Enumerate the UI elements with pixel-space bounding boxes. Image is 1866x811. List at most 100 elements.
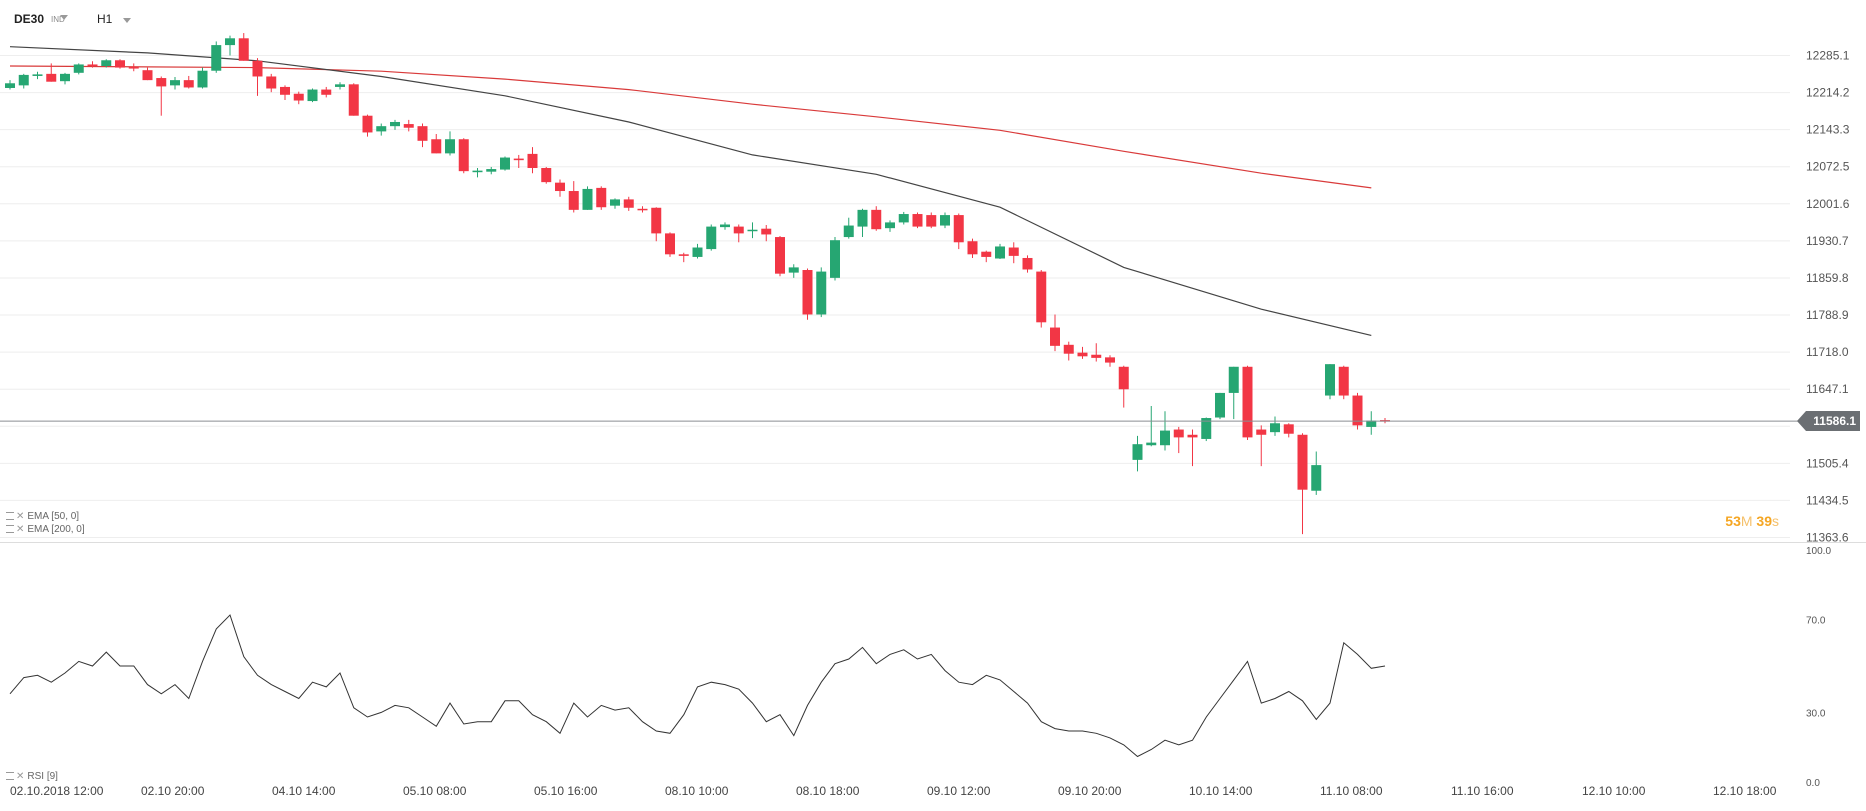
- candle-body: [706, 226, 717, 250]
- candle-body: [500, 157, 510, 170]
- candle-body: [73, 64, 84, 73]
- candle-body: [527, 153, 538, 169]
- candle: [816, 267, 827, 318]
- candle: [1256, 425, 1267, 467]
- time-axis: 02.10.2018 12:00 02.10 20:00 04.10 14:00 05…: [10, 784, 1777, 798]
- candle: [500, 156, 510, 171]
- candle: [623, 196, 634, 211]
- timer-seconds-unit: s: [1772, 513, 1779, 529]
- candle: [541, 166, 552, 184]
- candle: [802, 268, 813, 320]
- candle: [926, 212, 937, 229]
- candle: [1008, 242, 1019, 264]
- candle-body: [830, 240, 840, 278]
- candle: [1173, 426, 1184, 454]
- candle-body: [115, 60, 125, 68]
- ema50-legend[interactable]: ✕ EMA [50, 0]: [6, 511, 79, 522]
- candle-body: [761, 228, 772, 235]
- candle-body: [472, 170, 483, 173]
- x-tick-label: 04.10 14:00: [272, 784, 336, 798]
- close-icon[interactable]: ✕: [16, 511, 25, 522]
- rsi-layer: [9, 614, 1386, 758]
- candle-body: [637, 208, 648, 211]
- candle-body: [87, 64, 98, 67]
- x-tick-label: 02.10 20:00: [141, 784, 205, 798]
- candle-body: [18, 74, 29, 86]
- candle-body: [46, 73, 57, 82]
- candle: [527, 147, 538, 174]
- symbol-name[interactable]: DE30: [14, 12, 45, 26]
- candle: [142, 67, 153, 81]
- candle: [692, 243, 703, 259]
- close-icon[interactable]: ✕: [16, 524, 25, 535]
- candle: [1160, 411, 1170, 451]
- candle-body: [431, 139, 442, 154]
- candle: [101, 59, 112, 68]
- candle-body: [885, 222, 895, 229]
- candle: [720, 222, 730, 230]
- candle: [747, 222, 758, 239]
- candle-body: [1297, 434, 1308, 490]
- ema50-layer: [9, 46, 1372, 336]
- timeframe-selector[interactable]: H1: [97, 12, 113, 26]
- candle: [1187, 429, 1198, 467]
- candle-body: [1132, 444, 1143, 460]
- candle: [1283, 423, 1294, 438]
- candle: [1036, 270, 1047, 328]
- candle-body: [1242, 366, 1253, 438]
- candle-body: [513, 158, 524, 161]
- candle: [115, 59, 125, 69]
- rsi-tick-label: 0.0: [1806, 778, 1820, 789]
- candle-body: [582, 188, 593, 210]
- candle: [252, 58, 263, 96]
- candle-body: [266, 76, 277, 89]
- candle: [1091, 343, 1102, 362]
- candle: [651, 207, 662, 242]
- candle: [1352, 392, 1363, 430]
- candle: [843, 217, 854, 239]
- y-tick-label: 11859.8: [1806, 271, 1849, 285]
- candle: [183, 75, 194, 89]
- candle: [73, 63, 84, 75]
- candle: [431, 134, 442, 154]
- candle: [376, 123, 387, 136]
- y-tick-label: 11788.9: [1806, 308, 1849, 322]
- rsi-legend[interactable]: ✕ RSI [9]: [6, 771, 58, 782]
- candle-body: [926, 215, 937, 227]
- candle-body: [1366, 420, 1377, 427]
- candle: [830, 237, 840, 281]
- timeframe-chevron-down-icon[interactable]: [123, 18, 131, 23]
- candle-body: [1283, 424, 1294, 434]
- settings-icon[interactable]: [6, 512, 14, 521]
- close-icon[interactable]: ✕: [16, 771, 25, 782]
- rsi-tick-label: 70.0: [1806, 616, 1826, 627]
- candle-body: [733, 226, 744, 234]
- candle-body: [1215, 392, 1225, 418]
- candle-body: [555, 182, 565, 192]
- candle: [1366, 411, 1377, 435]
- candle: [238, 33, 249, 61]
- rsi-tick-label: 30.0: [1806, 708, 1826, 719]
- candle-body: [1091, 354, 1102, 358]
- candle-body: [995, 246, 1005, 259]
- candle-body: [720, 224, 730, 228]
- ema200-legend[interactable]: ✕ EMA [200, 0]: [6, 524, 85, 535]
- candle-body: [362, 115, 373, 133]
- candle: [266, 73, 277, 93]
- candle-body: [953, 215, 964, 243]
- candle: [32, 71, 43, 80]
- candle-body: [238, 38, 249, 61]
- symbol-chevron-down-icon[interactable]: [60, 15, 68, 20]
- candle: [18, 73, 29, 89]
- candle: [280, 85, 290, 101]
- candle: [788, 264, 799, 278]
- settings-icon[interactable]: [6, 525, 14, 534]
- candle: [472, 168, 483, 178]
- candle-body: [981, 251, 992, 257]
- candle-body: [1325, 364, 1335, 396]
- current-price-tag: 11586.1: [1797, 411, 1860, 432]
- candle: [857, 208, 868, 238]
- candle: [335, 82, 345, 90]
- settings-icon[interactable]: [6, 772, 14, 781]
